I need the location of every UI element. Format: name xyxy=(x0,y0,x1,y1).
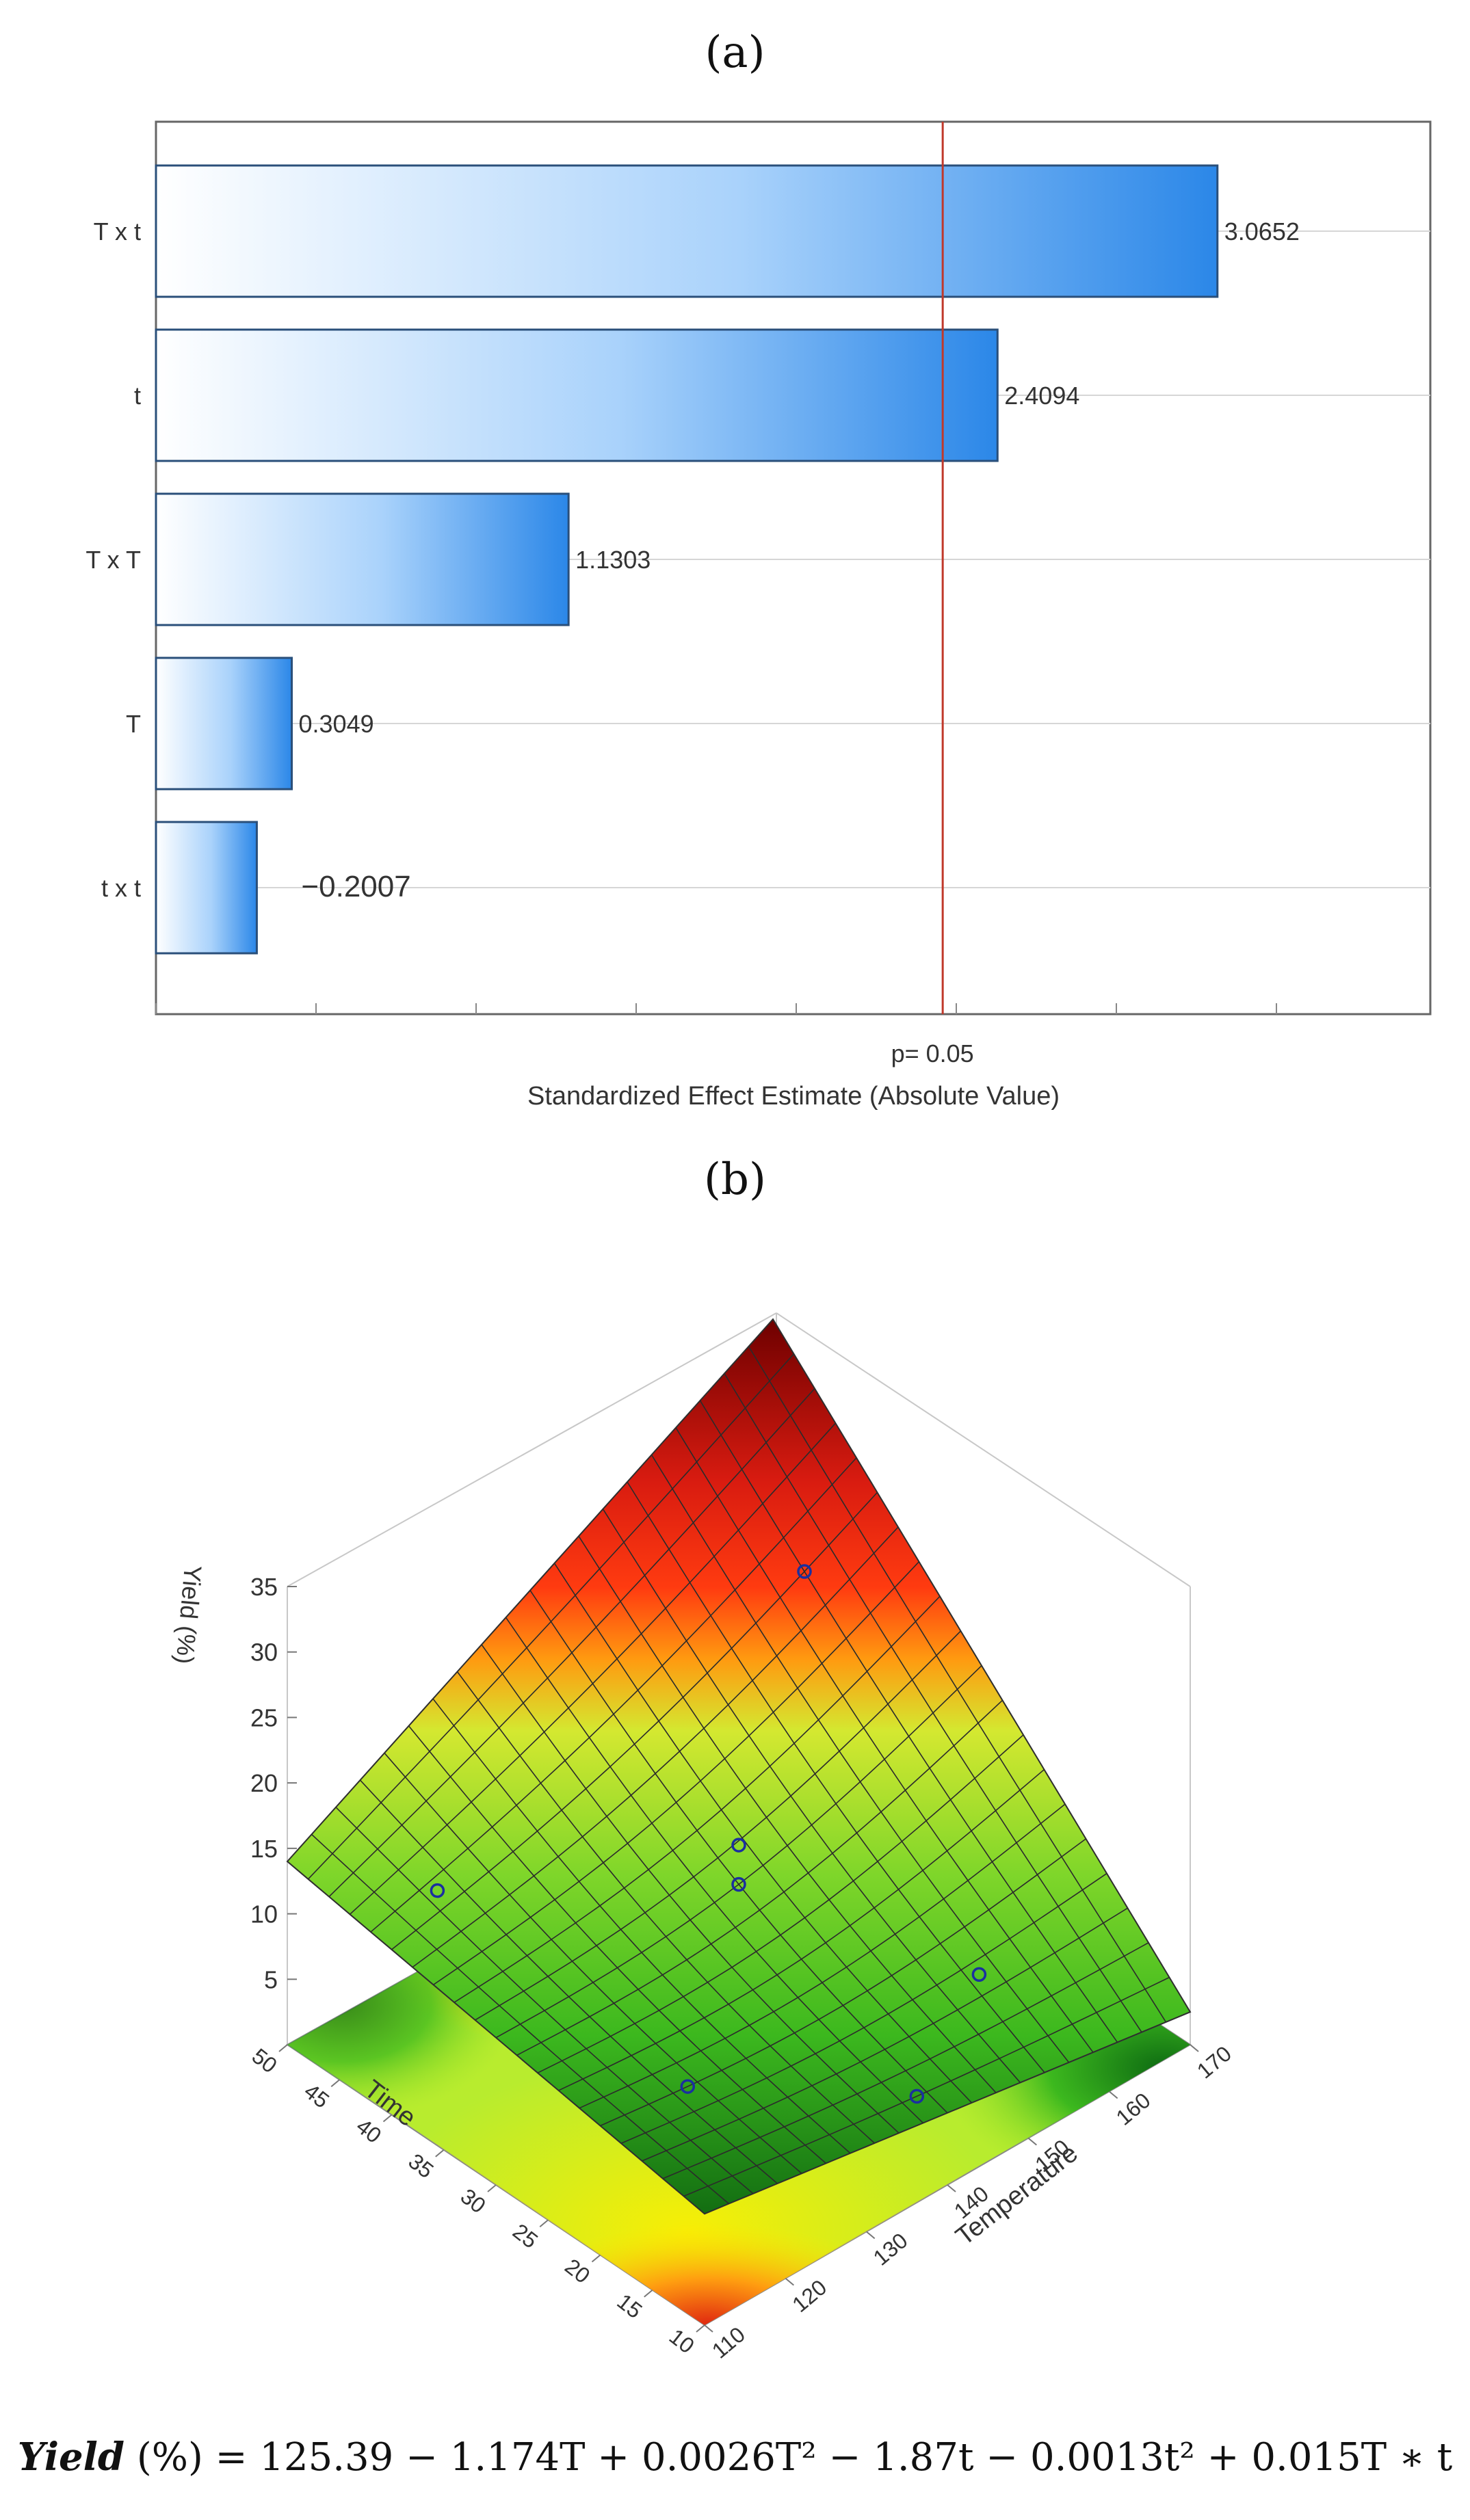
z-tick-label-6: 35 xyxy=(250,1573,278,1601)
mesh-line-v-15 xyxy=(391,1491,878,1950)
data-point-2 xyxy=(731,1838,746,1853)
data-point-0 xyxy=(430,1883,445,1898)
bar-4 xyxy=(155,821,258,955)
bars: T x t 3.0652 t 2.4094 T x T 1.1303 T 0.3049 t x … xyxy=(86,164,1300,955)
bar-0 xyxy=(155,164,1219,298)
temp-tick-label-1: 120 xyxy=(787,2274,831,2317)
time-tick-label-1: 15 xyxy=(612,2289,646,2323)
data-point-1 xyxy=(731,1876,746,1892)
pareto-chart: T x t 3.0652 t 2.4094 T x T 1.1303 T 0.3049 t x … xyxy=(86,120,1432,1111)
panel-a-label: (a) xyxy=(705,27,765,78)
z-tick-label-1: 10 xyxy=(250,1900,278,1928)
z-tick-label-0: 5 xyxy=(264,1965,278,1993)
category-label-2: T x T xyxy=(86,546,141,574)
yield-equation: Yield (%) = 125.39 − 1.174T + 0.0026T² −… xyxy=(0,2435,1470,2480)
mesh-line-u-18 xyxy=(724,1373,1142,2033)
response-surface xyxy=(286,1318,1192,2215)
temp-tick-label-5: 160 xyxy=(1112,2088,1155,2130)
temp-tick-mark-5 xyxy=(1109,2091,1118,2099)
mesh-line-v-16 xyxy=(370,1457,857,1933)
value-label-0: 3.0652 xyxy=(1224,217,1300,246)
bar-2 xyxy=(155,492,570,626)
temp-tick-mark-4 xyxy=(1027,2137,1037,2146)
equation-lhs: Yield xyxy=(17,2435,125,2480)
z-tick-label-5: 30 xyxy=(250,1639,278,1667)
x-axis-label: Standardized Effect Estimate (Absolute V… xyxy=(527,1082,1060,1111)
time-tick-label-3: 25 xyxy=(508,2218,542,2253)
mesh-line-u-12 xyxy=(578,1535,997,2093)
z-tick-label-4: 25 xyxy=(250,1703,278,1732)
category-label-0: T x t xyxy=(94,217,141,246)
time-tick-label-0: 10 xyxy=(665,2324,699,2358)
temp-tick-label-2: 130 xyxy=(869,2228,913,2270)
surface-plot: 5 10 15 20 25 30 35 10 15 20 25 30 35 40 45 50 110 120 1… xyxy=(170,1312,1236,2363)
value-label-4: −0.2007 xyxy=(301,870,410,903)
mesh-line-v-12 xyxy=(454,1595,941,2003)
value-label-3: 0.3049 xyxy=(299,710,374,738)
mesh-line-u-11 xyxy=(553,1563,973,2104)
bar-1 xyxy=(155,328,999,462)
temp-tick-mark-2 xyxy=(866,2231,876,2240)
time-tick-mark-5 xyxy=(435,2149,445,2158)
p-value-label: p= 0.05 xyxy=(891,1039,974,1067)
data-point-4 xyxy=(680,2079,696,2094)
mesh-line-u-13 xyxy=(602,1509,1021,2083)
mesh-line-u-14 xyxy=(627,1481,1045,2073)
z-tick-label-3: 20 xyxy=(250,1769,278,1797)
mesh-line-v-10 xyxy=(495,1665,982,2039)
data-point-5 xyxy=(971,1967,987,1982)
mesh-line-u-20 xyxy=(772,1319,1190,2013)
equation-rhs: (%) = 125.39 − 1.174T + 0.0026T² − 1.87t… xyxy=(124,2435,1453,2480)
category-label-3: T xyxy=(126,710,141,738)
temp-tick-mark-6 xyxy=(1190,2044,1199,2052)
time-tick-label-7: 45 xyxy=(300,2078,334,2112)
time-tick-mark-2 xyxy=(591,2254,601,2263)
mesh-line-v-14 xyxy=(412,1526,899,1968)
time-tick-mark-0 xyxy=(696,2324,705,2333)
category-label-1: t xyxy=(134,382,141,410)
time-tick-mark-1 xyxy=(644,2289,653,2298)
time-tick-label-6: 40 xyxy=(352,2114,386,2148)
time-tick-mark-4 xyxy=(487,2184,497,2192)
time-tick-label-5: 35 xyxy=(404,2149,438,2183)
z-tick-label-2: 15 xyxy=(250,1835,278,1863)
value-label-1: 2.4094 xyxy=(1004,382,1079,410)
time-tick-mark-6 xyxy=(382,2114,393,2123)
mesh-line-v-13 xyxy=(433,1561,920,1986)
box-edge-top-left xyxy=(287,1312,777,1587)
time-tick-mark-8 xyxy=(278,2044,288,2052)
data-point-3 xyxy=(797,1564,812,1579)
panel-b-label: (b) xyxy=(704,1154,766,1205)
value-label-2: 1.1303 xyxy=(575,546,651,574)
mesh-line-v-17 xyxy=(349,1422,837,1915)
bar-3 xyxy=(155,656,293,791)
mesh-line-v-19 xyxy=(307,1353,795,1880)
mesh-line-v-11 xyxy=(475,1630,962,2021)
data-point-6 xyxy=(909,2088,925,2104)
mesh-line-u-19 xyxy=(748,1346,1167,2023)
time-tick-mark-7 xyxy=(330,2079,340,2088)
box-edge-top-right xyxy=(776,1312,1191,1587)
temp-tick-label-6: 170 xyxy=(1192,2041,1236,2084)
time-tick-label-4: 30 xyxy=(456,2184,490,2218)
temp-tick-mark-1 xyxy=(785,2277,794,2286)
time-tick-label-8: 50 xyxy=(248,2043,282,2078)
z-axis-ticks: 5 10 15 20 25 30 35 xyxy=(250,1573,297,1993)
mesh-line-u-17 xyxy=(699,1400,1118,2043)
time-tick-mark-3 xyxy=(539,2219,549,2228)
temp-tick-mark-3 xyxy=(947,2184,956,2192)
mesh-line-u-15 xyxy=(651,1454,1070,2063)
mesh-line-u-16 xyxy=(675,1427,1094,2053)
z-axis-label: Yield (%) xyxy=(170,1564,207,1665)
temp-tick-mark-0 xyxy=(704,2324,713,2333)
mesh-line-v-18 xyxy=(328,1388,815,1898)
time-tick-label-2: 20 xyxy=(560,2254,594,2288)
temp-tick-label-0: 110 xyxy=(707,2322,750,2363)
category-label-4: t x t xyxy=(101,874,141,902)
